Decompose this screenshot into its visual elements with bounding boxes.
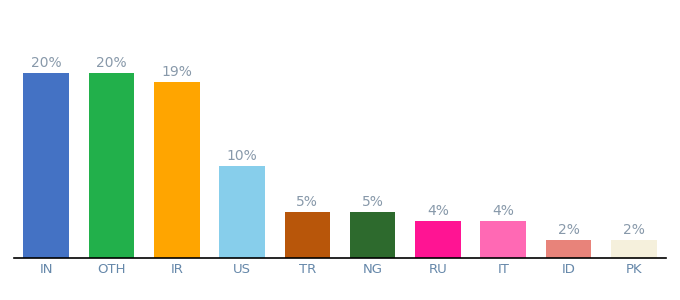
Bar [219, 166, 265, 258]
Bar [415, 221, 461, 258]
Text: 20%: 20% [96, 56, 127, 70]
Text: 19%: 19% [161, 65, 192, 80]
Bar [284, 212, 330, 258]
Text: 2%: 2% [558, 223, 579, 237]
Bar [23, 73, 69, 258]
Text: 4%: 4% [427, 204, 449, 218]
Bar [545, 239, 592, 258]
Bar [88, 73, 135, 258]
Text: 2%: 2% [623, 223, 645, 237]
Bar [350, 212, 396, 258]
Text: 5%: 5% [362, 195, 384, 209]
Text: 5%: 5% [296, 195, 318, 209]
Bar [611, 239, 657, 258]
Bar [154, 82, 200, 258]
Text: 20%: 20% [31, 56, 62, 70]
Text: 4%: 4% [492, 204, 514, 218]
Bar [480, 221, 526, 258]
Text: 10%: 10% [226, 149, 258, 163]
